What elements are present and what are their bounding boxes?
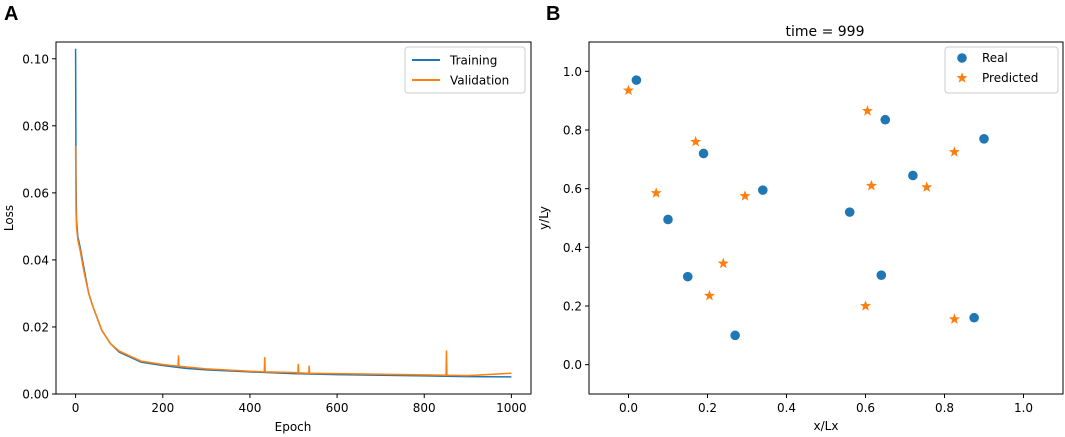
real-point <box>876 270 887 281</box>
x-tick-label: 200 <box>151 401 174 415</box>
x-axis-label: Epoch <box>275 420 312 434</box>
predicted-point <box>921 181 933 192</box>
y-axis-label: Loss <box>2 205 16 231</box>
panel-label-a: A <box>4 3 18 25</box>
x-tick-label: 0.4 <box>777 401 796 415</box>
y-axis-label: y/Ly <box>537 206 551 230</box>
real-point <box>908 170 918 181</box>
x-tick-label: 1.0 <box>1014 401 1033 415</box>
x-tick-label: 0 <box>72 401 80 415</box>
predicted-point <box>739 190 751 201</box>
x-tick-label: 0.0 <box>619 401 638 415</box>
real-point <box>969 312 979 323</box>
x-axis-label: x/Lx <box>814 419 839 433</box>
chart-title: time = 999 <box>786 24 865 40</box>
y-tick-label: 0.2 <box>563 300 582 314</box>
x-tick-label: 400 <box>238 401 261 415</box>
real-point <box>631 75 642 85</box>
series-line-training <box>74 48 512 378</box>
predicted-point <box>622 84 635 96</box>
predicted-point <box>690 135 702 147</box>
y-tick-label: 0.4 <box>563 241 582 255</box>
position-chart: time = 999 0.0 0.2 0.4 0.6 0.8 1.0 0.0 0.2 0.4 0… <box>537 24 1064 433</box>
loss-legend: Training Validation <box>404 46 526 94</box>
y-tick-label: 0.0 <box>563 358 582 372</box>
y-tick-label: 0.10 <box>22 52 49 66</box>
series-line-validation <box>74 145 512 377</box>
x-tick-label: 1000 <box>496 401 527 415</box>
predicted-point <box>859 300 872 311</box>
predicted-point <box>948 146 960 157</box>
x-tick-label: 0.6 <box>856 401 875 415</box>
y-tick-label: 0.8 <box>563 124 582 138</box>
real-point <box>698 148 709 159</box>
y-tick-label: 0.6 <box>563 182 582 196</box>
y-tick-label: 0.00 <box>22 388 49 402</box>
predicted-point <box>861 105 873 116</box>
real-point <box>880 114 891 125</box>
legend-label-real: Real <box>982 51 1008 65</box>
y-tick-label: 0.02 <box>22 320 49 334</box>
loss-plot-frame <box>55 41 532 395</box>
predicted-point <box>717 257 729 269</box>
real-point <box>979 134 989 144</box>
predicted-point <box>948 313 960 324</box>
y-tick-label: 0.06 <box>22 186 49 200</box>
predicted-point <box>650 187 662 198</box>
legend-box <box>944 46 1059 94</box>
real-point <box>844 207 855 217</box>
real-point <box>758 185 768 195</box>
x-tick-label: 800 <box>413 401 436 415</box>
real-point <box>663 214 673 225</box>
x-tick-label: 0.8 <box>935 401 954 415</box>
legend-label-predicted: Predicted <box>982 71 1038 85</box>
real-point <box>682 271 693 282</box>
legend-label-validation: Validation <box>450 74 509 88</box>
loss-chart: 0 200 400 600 800 1000 0.00 0.02 0.04 0.06 0.08 0.… <box>2 41 532 434</box>
legend-marker-predicted <box>956 72 968 83</box>
x-tick-label: 600 <box>326 401 349 415</box>
predicted-point <box>703 289 715 301</box>
real-point <box>730 330 740 341</box>
y-tick-label: 1.0 <box>563 65 582 79</box>
legend-marker-real <box>957 53 967 63</box>
predicted-point <box>865 179 877 191</box>
y-tick-label: 0.08 <box>22 119 49 133</box>
x-tick-label: 0.2 <box>698 401 717 415</box>
legend-label-training: Training <box>449 54 497 68</box>
position-legend: Real Predicted <box>944 46 1059 94</box>
panel-label-b: B <box>546 3 560 25</box>
position-plot-frame <box>588 41 1064 395</box>
legend-box <box>404 46 526 94</box>
y-tick-label: 0.04 <box>22 253 49 267</box>
